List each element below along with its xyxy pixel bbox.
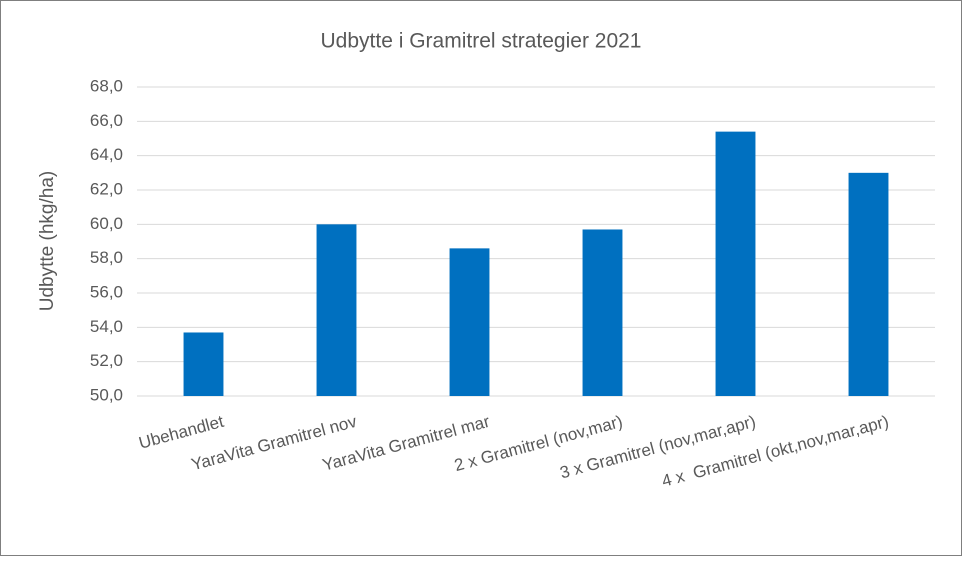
bar [316, 224, 357, 396]
bar [848, 172, 889, 396]
y-axis-label: Udbytte (hkg/ha) [37, 171, 58, 311]
y-tick-label: 50,0 [90, 385, 123, 404]
chart-title: Udbytte i Gramitrel strategier 2021 [321, 30, 642, 53]
y-tick-label: 66,0 [90, 111, 123, 130]
y-tick-label: 56,0 [90, 282, 123, 301]
y-tick-label: 52,0 [90, 351, 123, 370]
y-tick-label: 54,0 [90, 317, 123, 336]
y-tick-label: 64,0 [90, 145, 123, 164]
bar [715, 131, 756, 396]
y-tick-label: 62,0 [90, 179, 123, 198]
bar [449, 248, 490, 396]
y-tick-label: 58,0 [90, 248, 123, 267]
y-tick-label: 60,0 [90, 214, 123, 233]
y-tick-label: 68,0 [90, 76, 123, 95]
bar [183, 332, 224, 396]
bar [582, 229, 623, 396]
